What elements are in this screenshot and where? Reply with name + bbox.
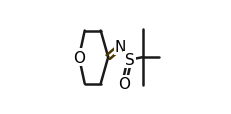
Text: O: O	[73, 50, 85, 65]
Text: N: N	[115, 40, 126, 54]
Text: S: S	[125, 53, 134, 68]
Text: O: O	[118, 76, 130, 91]
